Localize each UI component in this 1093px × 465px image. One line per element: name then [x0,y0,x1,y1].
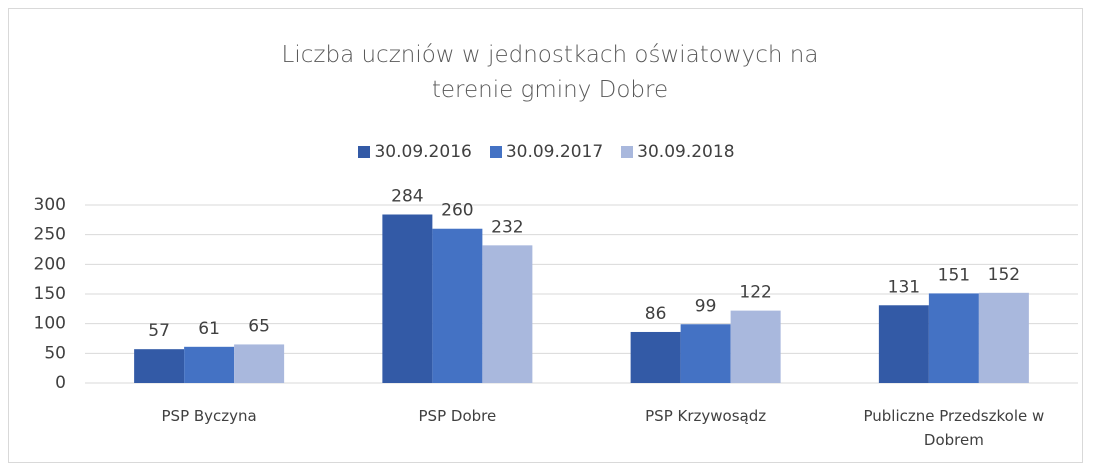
bar [978,292,1029,383]
chart-border [8,8,1083,463]
bar [730,310,781,383]
data-label: 65 [248,316,270,336]
legend: 30.09.2016 30.09.2017 30.09.2018 [0,142,1093,162]
y-tick-label: 300 [34,195,66,215]
legend-item: 30.09.2017 [489,142,604,162]
x-tick-label: PSP Byczyna [161,407,257,425]
data-label: 86 [645,304,667,324]
bar [482,245,533,383]
data-label: 61 [198,319,220,339]
data-label: 99 [695,296,717,316]
y-tick-label: 150 [34,284,66,304]
legend-label: 30.09.2016 [374,142,472,162]
bar [878,305,929,383]
legend-item: 30.09.2016 [358,142,472,162]
bar [432,228,483,383]
y-tick-label: 50 [44,343,66,363]
x-tick-label: Publiczne Przedszkole w Dobrem [863,407,1045,449]
data-label: 260 [441,201,473,221]
data-label: 122 [739,283,771,303]
legend-label: 30.09.2018 [637,142,735,162]
y-tick-label: 100 [34,314,66,334]
y-tick-label: 250 [34,225,66,245]
bar [184,346,235,383]
legend-item: 30.09.2018 [621,142,735,162]
bar [630,331,681,383]
bar [928,293,979,383]
legend-label: 30.09.2017 [505,142,604,162]
data-label: 151 [938,265,970,285]
legend-swatch [489,146,502,158]
data-label: 284 [391,186,423,206]
legend-swatch [358,146,371,158]
y-tick-label: 0 [55,373,66,393]
bar [680,324,731,383]
chart-title: Liczba uczniów w jednostkach oświatowych… [281,42,819,103]
bar [234,344,285,383]
y-tick-label: 200 [34,254,66,274]
bar [382,214,433,383]
bar [134,349,185,383]
data-label: 57 [148,321,170,341]
legend-swatch [621,146,634,158]
x-tick-label: PSP Dobre [418,407,497,425]
x-tick-label: PSP Krzywosądz [645,407,767,425]
data-label: 131 [888,277,920,297]
data-label: 232 [491,217,523,237]
data-label: 152 [988,265,1020,285]
